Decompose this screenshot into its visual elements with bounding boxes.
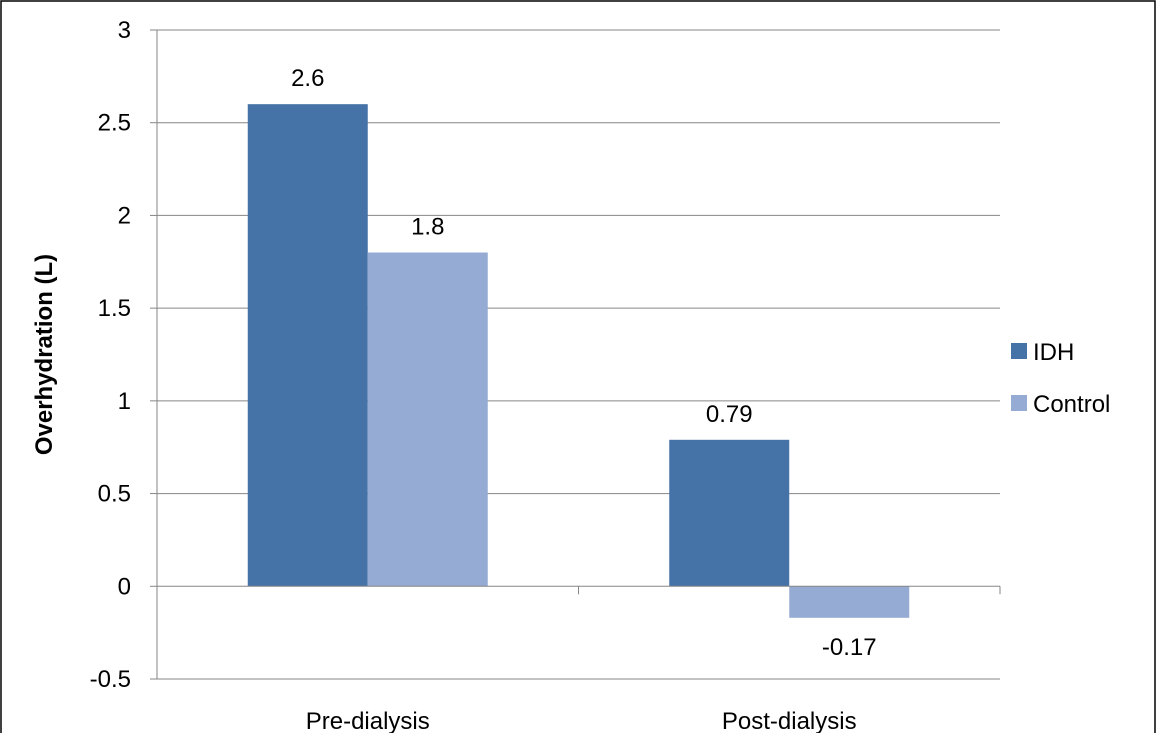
legend-swatch-control [1011, 395, 1027, 411]
data-label: 2.6 [291, 65, 324, 92]
legend-swatch-idh [1011, 343, 1027, 359]
data-label: -0.17 [822, 634, 877, 661]
legend-label: Control [1033, 391, 1110, 418]
data-label: 0.79 [706, 401, 753, 428]
data-label: 1.8 [411, 214, 444, 241]
axes [150, 29, 1001, 680]
bar-idh [669, 439, 790, 587]
bar-control [789, 586, 910, 618]
x-tick-label: Pre-dialysis [306, 708, 430, 733]
y-tick-label: 1 [118, 388, 131, 415]
legend-label: IDH [1033, 339, 1074, 366]
y-axis-label: Overhydration (L) [31, 254, 58, 455]
y-tick-label: -0.5 [90, 666, 131, 693]
data-labels: 2.6 1.8 0.79 -0.17 [291, 65, 877, 661]
legend: IDH Control [1011, 339, 1110, 418]
y-tick-label: 1.5 [98, 295, 131, 322]
y-tick-labels: -0.5 0 0.5 1 1.5 2 2.5 3 [90, 17, 131, 693]
y-tick-label: 2 [118, 202, 131, 229]
y-tick-label: 3 [118, 17, 131, 44]
bar-idh [247, 104, 368, 587]
y-tick-label: 0.5 [98, 481, 131, 508]
x-tick-label: Post-dialysis [722, 708, 857, 733]
bars [247, 104, 910, 618]
y-tick-label: 0 [118, 573, 131, 600]
y-tick-label: 2.5 [98, 110, 131, 137]
x-tick-labels: Pre-dialysis Post-dialysis [306, 708, 857, 733]
bar-control [367, 252, 488, 587]
